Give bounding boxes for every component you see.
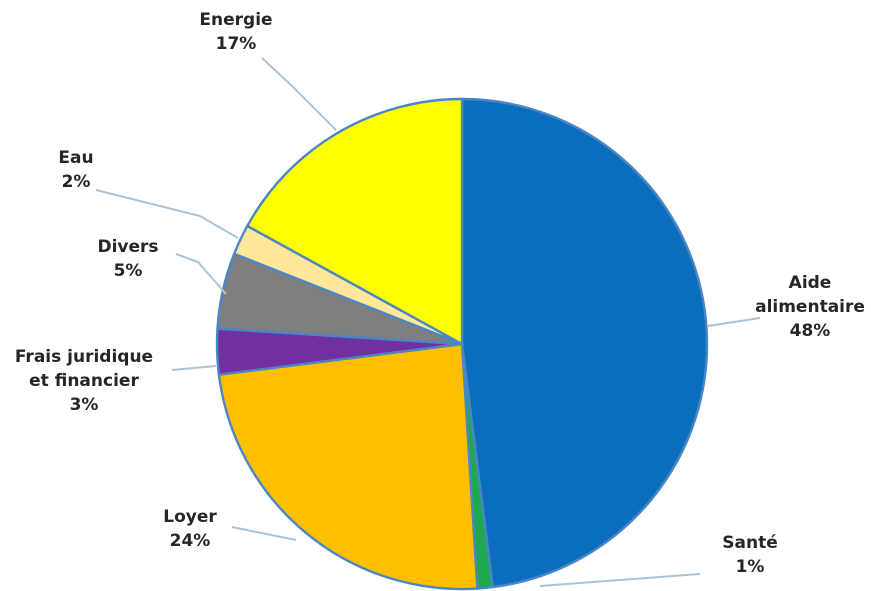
slice-label-energie: Energie 17% (199, 10, 272, 54)
slice-name-line: Frais juridique (15, 347, 153, 367)
leader-line-energie (262, 58, 336, 130)
slice-name-line: Eau (58, 148, 93, 168)
slice-name-line: Loyer (163, 507, 217, 527)
slice-percent: 17% (216, 34, 257, 54)
slice-name-line: Santé (722, 533, 777, 553)
slice-percent: 24% (170, 531, 211, 551)
slice-name-line: Energie (199, 10, 272, 30)
slice-label-sante: Santé 1% (722, 533, 777, 577)
slice-label-divers: Divers 5% (97, 237, 158, 281)
slice-percent: 2% (62, 172, 91, 192)
slice-percent: 1% (736, 557, 765, 577)
pie-slice-aide-alimentaire (462, 99, 707, 587)
slice-name-line: alimentaire (755, 297, 865, 317)
leader-line-frais-juridique-et-financier (172, 366, 216, 370)
leader-line-loyer (232, 527, 296, 540)
slice-percent: 48% (790, 321, 831, 341)
pie-slices (217, 99, 707, 589)
slice-name-line: et financier (29, 371, 139, 391)
slice-percent: 5% (114, 261, 143, 281)
slice-label-frais-juridique-et-financier: Frais juridique et financier 3% (15, 347, 153, 415)
leader-line-sante (540, 574, 700, 586)
slice-label-eau: Eau 2% (58, 148, 93, 192)
leader-line-aide-alimentaire (708, 318, 760, 326)
slice-label-aide-alimentaire: Aide alimentaire 48% (755, 273, 865, 341)
pie-slice-loyer (219, 344, 477, 589)
slice-label-loyer: Loyer 24% (163, 507, 217, 551)
slice-name-line: Divers (97, 237, 158, 257)
leader-line-eau (96, 190, 238, 238)
leader-line-divers (176, 254, 226, 294)
slice-name-line: Aide (789, 273, 832, 293)
slice-percent: 3% (70, 395, 99, 415)
